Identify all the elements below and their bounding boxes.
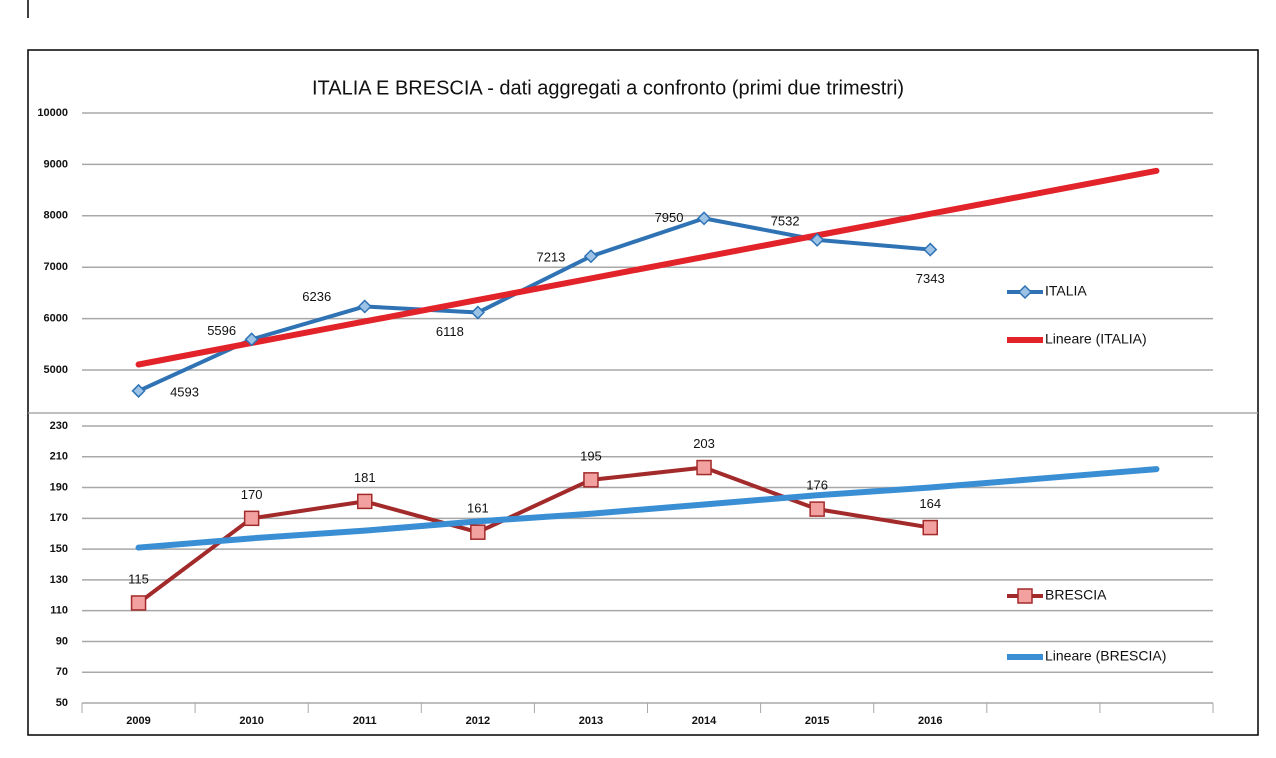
y-tick-label: 7000 [44,261,68,273]
y-tick-label: 10000 [37,107,68,119]
y-tick-label: 110 [50,605,68,617]
point-marker [244,332,259,347]
y-tick-label: 9000 [44,158,68,170]
y-tick-label: 210 [50,451,68,463]
point-marker [696,459,712,476]
x-tick-label: 2016 [918,715,942,727]
data-label: 7532 [771,213,800,228]
y-tick-label: 50 [56,697,68,709]
point-marker [923,242,938,257]
data-label: 164 [919,496,941,511]
y-tick-label: 230 [50,420,68,432]
data-label: 6118 [436,324,464,339]
x-tick-label: 2009 [126,715,150,727]
series-line [136,465,933,605]
point-marker [1017,284,1033,300]
legend-label: Lineare (BRESCIA) [1045,648,1166,664]
x-tick-label: 2012 [466,715,490,727]
point-marker [809,501,825,517]
x-tick-label: 2010 [239,715,263,727]
y-tick-label: 6000 [44,313,68,325]
data-label: 7950 [655,210,684,225]
y-tick-label: 5000 [44,364,68,376]
data-label: 203 [693,436,715,451]
x-tick-label: 2014 [692,715,717,727]
point-marker [131,383,146,398]
y-tick-label: 130 [50,574,68,586]
data-label: 6236 [302,289,331,304]
y-tick-label: 190 [50,481,68,493]
point-marker [357,493,373,510]
trend-line [135,167,1160,368]
point-marker [1017,588,1033,604]
y-tick-label: 90 [56,635,68,647]
chart-title: ITALIA E BRESCIA - dati aggregati a conf… [312,77,904,99]
data-label: 195 [580,448,602,463]
data-label: 161 [467,501,489,516]
data-label: 7343 [916,271,945,286]
y-tick-label: 70 [56,666,68,678]
point-marker [583,249,599,264]
x-tick-label: 2015 [805,715,829,727]
data-label: 7213 [536,250,565,265]
point-marker [583,472,599,488]
point-marker [922,519,938,536]
point-marker [470,524,486,540]
legend-label: Lineare (ITALIA) [1045,331,1147,347]
data-label: 176 [806,478,828,493]
x-tick-label: 2011 [353,715,377,727]
point-marker [696,211,712,226]
legend-label: BRESCIA [1045,587,1107,603]
trend-line [135,466,1160,551]
point-marker [810,232,825,247]
data-label: 4593 [170,384,199,399]
point-marker [357,299,372,314]
data-label: 115 [128,571,149,586]
legend-label: ITALIA [1045,283,1087,299]
point-marker [470,305,485,320]
data-label: 170 [241,487,263,502]
data-label: 5596 [207,323,236,338]
point-marker [130,595,147,611]
chart-frame [27,49,1259,736]
data-label: 181 [354,470,376,485]
point-marker [243,510,260,527]
y-tick-label: 8000 [44,210,68,222]
x-tick-label: 2013 [579,715,603,727]
y-tick-label: 170 [50,512,68,524]
y-tick-label: 150 [50,543,68,555]
